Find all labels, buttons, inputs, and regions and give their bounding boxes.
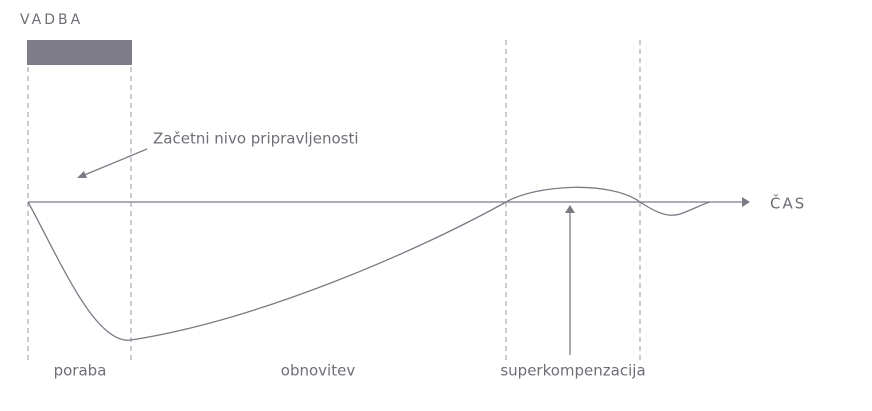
arrow-head xyxy=(77,171,87,178)
arrow-head xyxy=(565,205,575,213)
phase-label: poraba xyxy=(54,362,107,380)
performance-curve xyxy=(27,186,711,341)
phase-label: superkompenzacija xyxy=(500,362,645,380)
axis-label: ČAS xyxy=(770,194,806,213)
axis-arrow xyxy=(742,197,750,207)
phase-label: obnovitev xyxy=(281,362,356,380)
baseline-label: Začetni nivo pripravljenosti xyxy=(153,130,359,148)
training-bar xyxy=(27,40,132,65)
baseline-arrow xyxy=(81,148,148,177)
title: VADBA xyxy=(20,12,83,28)
